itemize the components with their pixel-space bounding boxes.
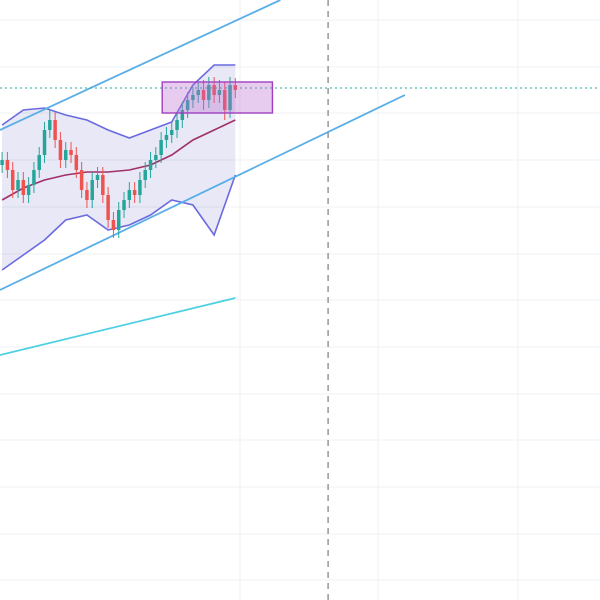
candle-body: [26, 185, 31, 195]
candle-body: [180, 110, 185, 120]
candle-body: [85, 190, 89, 200]
candle-body: [5, 160, 10, 170]
candle-body: [42, 130, 47, 155]
candle-body: [58, 140, 63, 160]
range-box: [161, 81, 274, 114]
candle-body: [175, 120, 179, 130]
candle-body: [138, 180, 142, 195]
candle-body: [191, 95, 195, 100]
candle-body: [16, 180, 20, 190]
candle-body: [217, 90, 222, 95]
candle-body: [79, 170, 84, 190]
candle-body: [185, 100, 190, 110]
trend-line: [0, 0, 281, 131]
candle-body: [90, 180, 94, 200]
candle-body: [196, 90, 200, 95]
trend-line: [0, 297, 236, 356]
candle-body: [21, 180, 26, 195]
candle-body: [212, 85, 216, 95]
candle-body: [63, 150, 68, 160]
candle-body: [169, 130, 174, 135]
candle-body: [32, 170, 36, 185]
candle-body: [106, 195, 110, 220]
candle-body: [143, 170, 147, 180]
candle-body: [95, 175, 100, 180]
candle-body: [207, 85, 211, 100]
candle-body: [48, 120, 52, 130]
candle-body: [116, 210, 121, 230]
candle-body: [0, 160, 4, 165]
candle-body: [222, 90, 227, 110]
candle-body: [101, 175, 105, 195]
candle-body: [111, 220, 116, 230]
candle-body: [154, 155, 158, 160]
candle-body: [37, 155, 41, 170]
candle-body: [201, 90, 206, 100]
trend-line: [0, 94, 406, 291]
candle-body: [127, 190, 132, 200]
candle-body: [122, 200, 126, 210]
candle-body: [10, 170, 15, 190]
candle-body: [148, 160, 153, 170]
candle-body: [228, 85, 232, 110]
candle-body: [132, 190, 137, 195]
candle-body: [69, 150, 73, 155]
candle-body: [53, 120, 57, 140]
band-middle: [1, 119, 236, 201]
candle-body: [233, 85, 238, 90]
candle-body: [159, 140, 163, 155]
candle-body: [74, 155, 79, 170]
candle-body: [164, 135, 169, 140]
